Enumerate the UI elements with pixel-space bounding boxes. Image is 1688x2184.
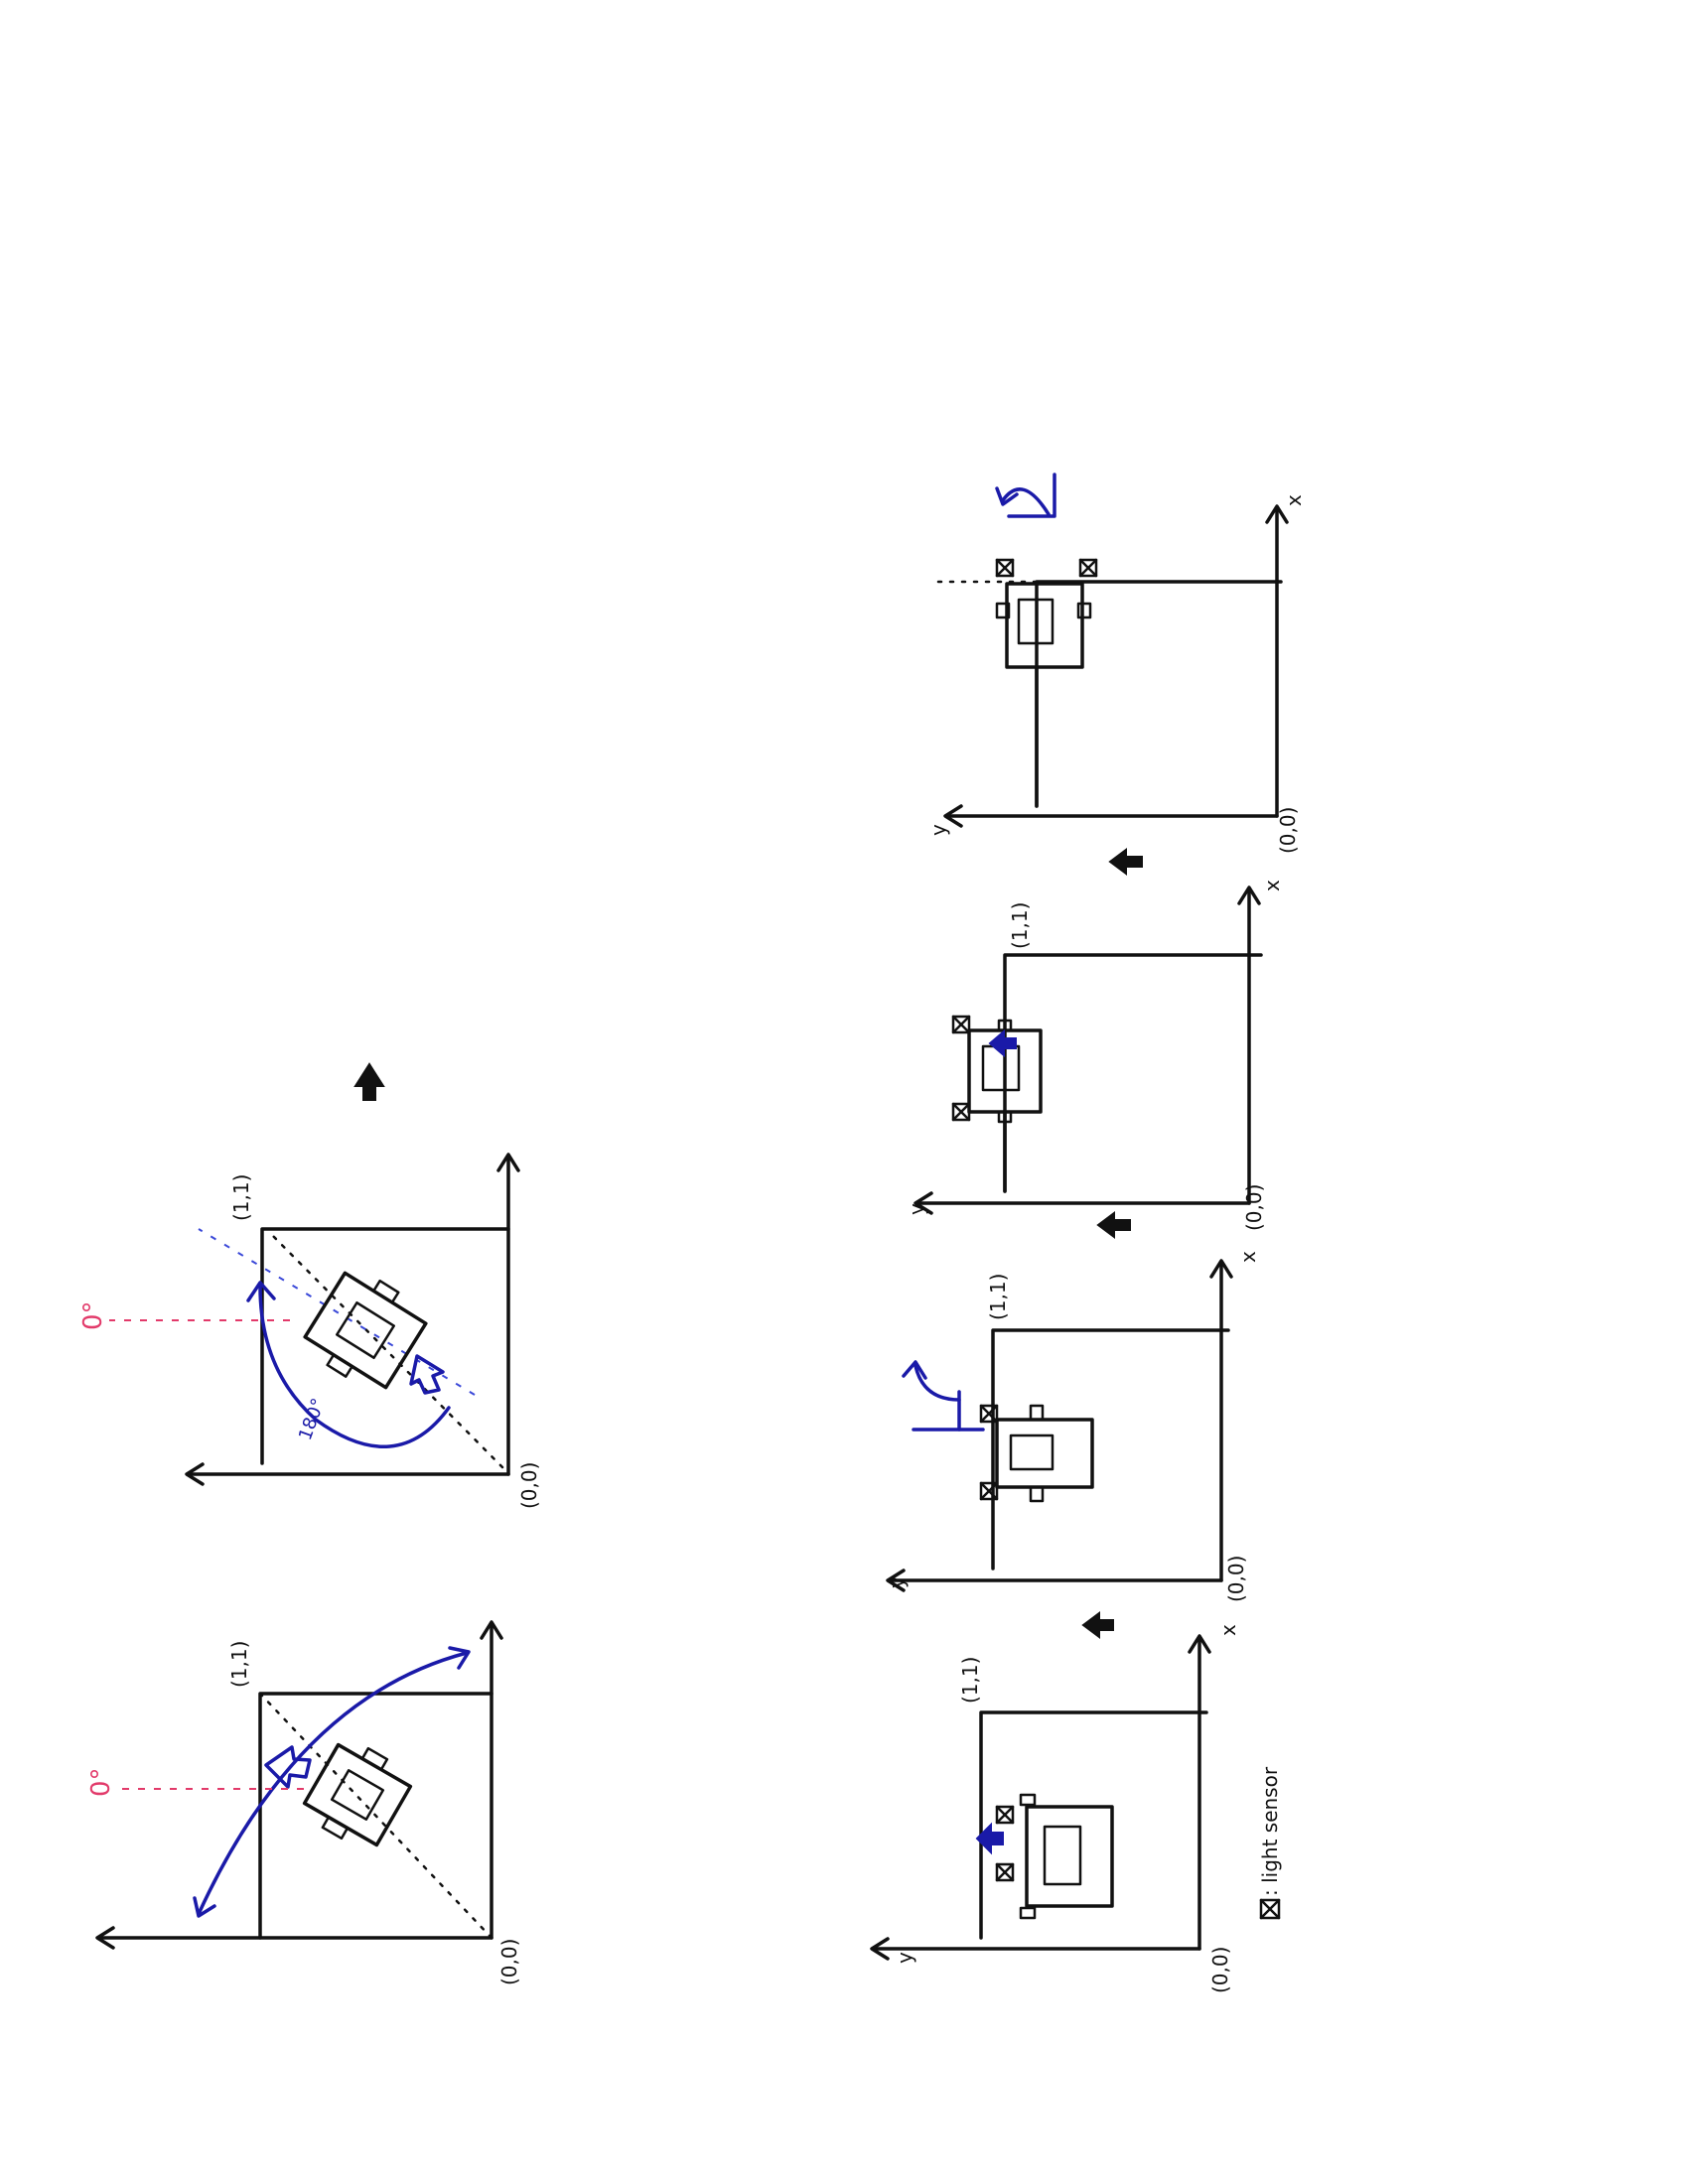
panel-bottom-1: y x (1,1) (0,0) [870, 1624, 1240, 1993]
x-axis-label: x [1236, 1251, 1260, 1263]
y-axis-arrowhead [870, 1937, 890, 1961]
light-sensor-icon [979, 1404, 999, 1424]
x-axis-arrowhead [1265, 504, 1289, 524]
panel-bottom-4: y x (0,0) [926, 473, 1306, 854]
origin-label: (0,0) [1208, 1947, 1232, 1993]
light-sensor-icon [995, 558, 1015, 578]
x-axis-label: x [1260, 880, 1284, 891]
y-axis-label: y [885, 1576, 909, 1588]
light-sensor-icon [1259, 1898, 1281, 1920]
y-axis-label: y [905, 1203, 928, 1215]
turn-arrowhead [995, 486, 1019, 506]
corner-label: (1,1) [958, 1657, 982, 1704]
rotation-arrowhead [246, 1281, 276, 1302]
right-angle-marker [957, 1390, 985, 1432]
rotation-sweep-arc [197, 1651, 469, 1916]
panel-bottom-3: y x (1,1) (0,0) [905, 880, 1284, 1231]
y-axis-arrowhead [95, 1926, 115, 1950]
origin-label: (0,0) [517, 1462, 541, 1509]
field-boundary [1003, 953, 1263, 1193]
legend: : light sensor [1258, 1766, 1282, 1920]
heading-outline-arrow [409, 1354, 445, 1395]
light-sensor-icon [951, 1102, 971, 1122]
motion-arrow-icon [975, 1822, 1004, 1855]
robot [1019, 1793, 1114, 1920]
x-axis-label: x [1216, 1624, 1240, 1636]
field-boundary [979, 1710, 1208, 1940]
rotation-arrowhead-right [448, 1646, 471, 1670]
x-axis-arrowhead [1188, 1634, 1211, 1654]
diagonal-path [266, 1229, 504, 1469]
step-arrow-icon [353, 1062, 385, 1101]
x-axis-arrowhead [496, 1153, 520, 1172]
origin-label: (0,0) [1242, 1184, 1266, 1231]
robot [303, 1271, 428, 1390]
robot [967, 1019, 1043, 1193]
light-sensor-icon [995, 1862, 1015, 1882]
y-axis-arrowhead [943, 804, 963, 828]
x-axis-label: x [1282, 494, 1306, 506]
field-boundary [991, 1328, 1230, 1570]
y-axis-arrowhead [886, 1569, 906, 1592]
light-sensor-icon [951, 1015, 971, 1034]
light-sensor-icon [995, 1805, 1015, 1825]
heading-guide-line [198, 1228, 476, 1396]
y-axis-label: y [926, 824, 950, 836]
panel-top-right: 0° 180° (1,1) (0,0) [78, 1153, 541, 1509]
origin-label: (0,0) [497, 1939, 521, 1985]
x-axis-arrowhead [1209, 1259, 1233, 1279]
zero-degree-label: 0° [86, 1767, 116, 1797]
legend-text: : light sensor [1258, 1766, 1282, 1896]
corner-label: (1,1) [1008, 902, 1032, 949]
turn-arc [1001, 487, 1051, 516]
panel-top-left: 0° (1,1) (0,0) [86, 1620, 521, 1985]
turn-arc [914, 1364, 961, 1402]
x-axis-arrowhead [480, 1620, 503, 1640]
light-sensor-icon [979, 1481, 999, 1501]
origin-label: (0,0) [1276, 807, 1300, 854]
turn-arrowhead [902, 1360, 927, 1380]
heading-outline-arrow [264, 1745, 312, 1789]
x-axis-arrowhead [1237, 886, 1261, 905]
light-sensor-icon [1078, 558, 1098, 578]
step-arrow-icon [1096, 1211, 1131, 1239]
corner-label: (1,1) [229, 1174, 253, 1221]
step-arrow-icon [1081, 1611, 1114, 1639]
y-axis-arrowhead [914, 1191, 933, 1215]
origin-label: (0,0) [1224, 1556, 1248, 1602]
motion-arrow-icon [988, 1028, 1017, 1058]
corner-label: (1,1) [986, 1274, 1010, 1320]
field-boundary [260, 1227, 510, 1465]
field-boundary [1035, 580, 1283, 808]
y-axis-label: y [893, 1952, 916, 1964]
right-angle-marker [1007, 473, 1056, 518]
rotation-arrowhead-left [193, 1896, 216, 1918]
y-axis-arrowhead [185, 1462, 205, 1486]
panel-bottom-2: y x (1,1) (0,0) [885, 1251, 1260, 1602]
diagonal-path [258, 1692, 493, 1940]
robot [995, 1404, 1094, 1503]
corner-label: (1,1) [227, 1641, 251, 1688]
robot [302, 1742, 413, 1847]
zero-degree-label: 0° [78, 1300, 108, 1330]
step-arrow-icon [1108, 848, 1143, 876]
robot [995, 582, 1092, 808]
rotation-arc-180 [258, 1285, 451, 1448]
